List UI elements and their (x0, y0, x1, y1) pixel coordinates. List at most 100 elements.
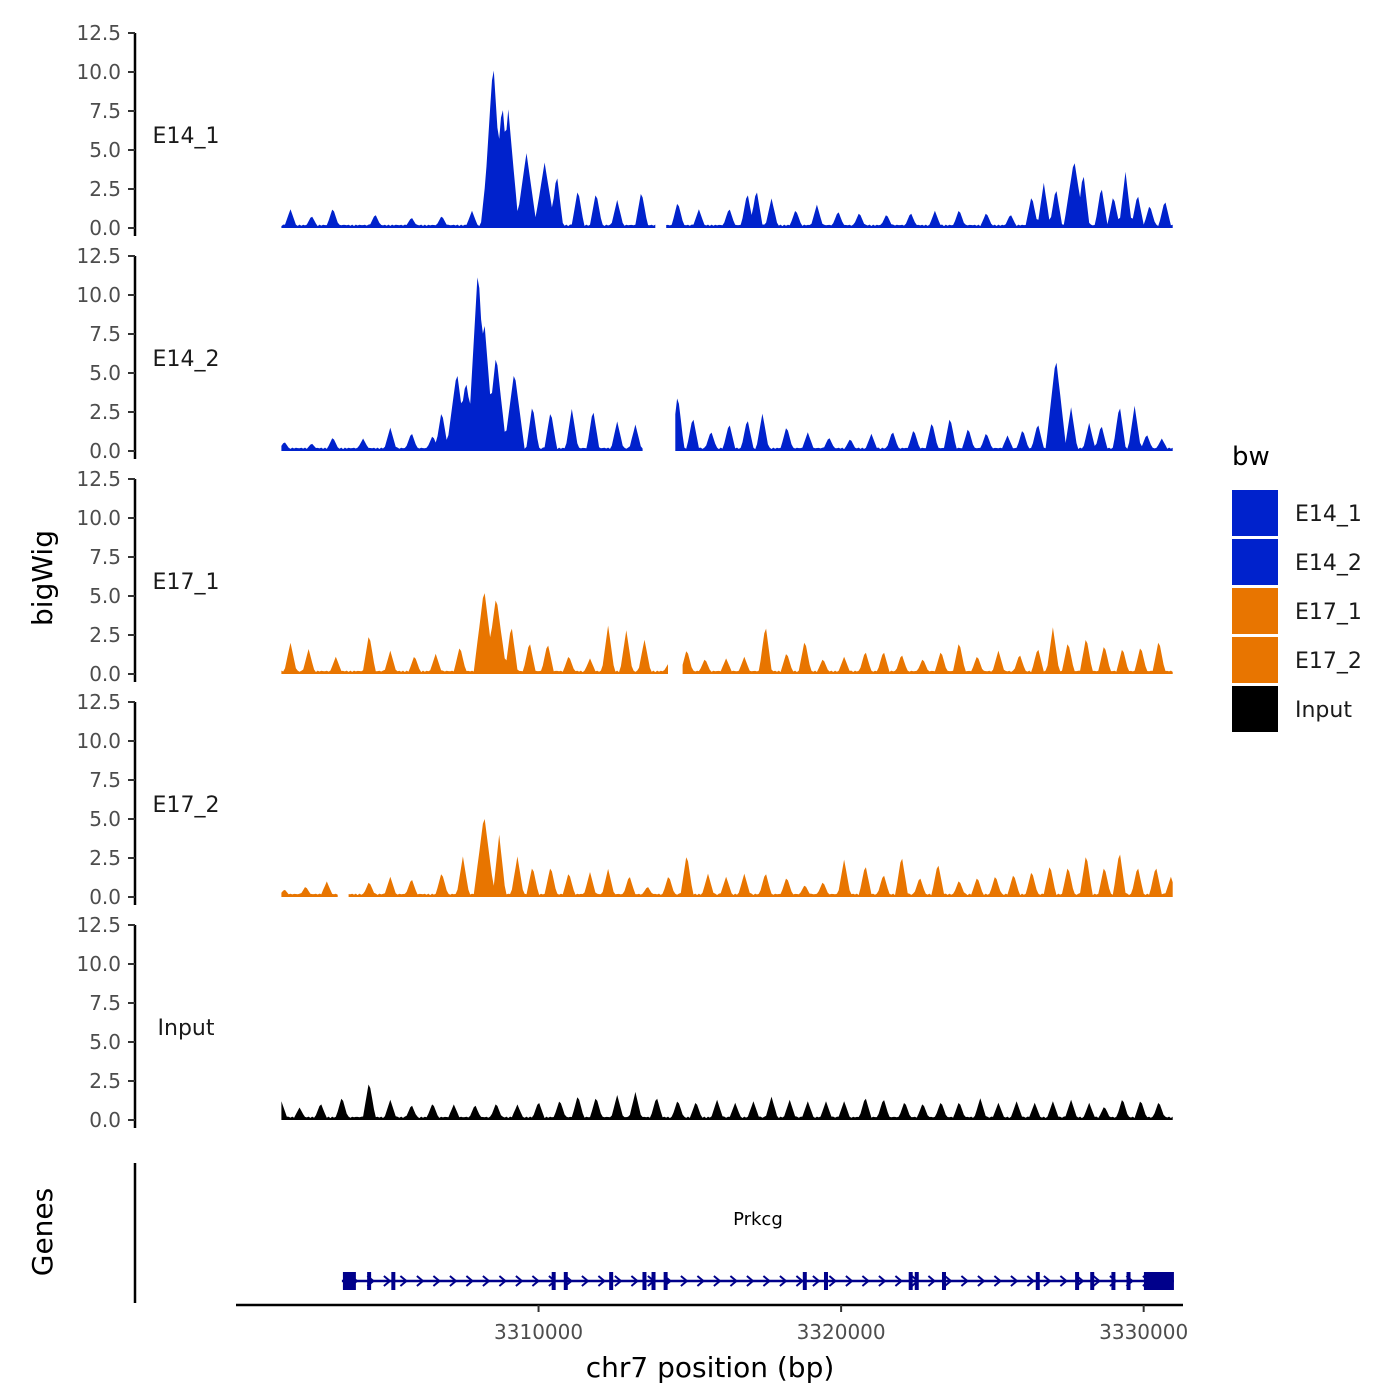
strand-arrow (993, 1275, 1002, 1287)
strand-arrow (927, 1275, 936, 1287)
strand-arrow (515, 1275, 524, 1287)
gene-exon (663, 1272, 668, 1290)
y-tick-label: 5.0 (89, 138, 121, 162)
gene-exon (367, 1272, 372, 1290)
gene-exon (802, 1272, 807, 1290)
gene-exon (1075, 1272, 1080, 1290)
y-tick-label: 2.5 (89, 623, 121, 647)
strand-arrow (449, 1275, 458, 1287)
gene-exon (391, 1272, 396, 1290)
gene-exon (941, 1272, 946, 1290)
y-tick-label: 2.5 (89, 400, 121, 424)
strand-arrow (729, 1275, 738, 1287)
y-tick-label: 12.5 (76, 21, 121, 45)
y-axis-title: bigWig (26, 530, 59, 626)
gene-exon (551, 1272, 556, 1290)
strand-arrow (482, 1275, 491, 1287)
y-tick-label: 2.5 (89, 846, 121, 870)
strand-arrow (465, 1275, 474, 1287)
genes-track: Genes Prkcg (26, 1163, 1174, 1303)
legend-swatch (1232, 539, 1278, 585)
strand-arrow (762, 1275, 771, 1287)
gene-exon (609, 1272, 614, 1290)
strand-arrow (944, 1275, 953, 1287)
strand-arrow (680, 1275, 689, 1287)
strand-arrow (894, 1275, 903, 1287)
y-tick-label: 12.5 (76, 913, 121, 937)
legend-label: E17_2 (1295, 649, 1362, 674)
signal-area-e17-1 (281, 593, 1173, 674)
gene-exon-utr-end (1143, 1272, 1174, 1290)
legend-label: E17_1 (1295, 600, 1362, 625)
y-tick-label: 0.0 (89, 439, 121, 463)
y-tick-label: 7.5 (89, 768, 121, 792)
strand-arrow (960, 1275, 969, 1287)
strand-arrow (746, 1275, 755, 1287)
y-tick-label: 0.0 (89, 662, 121, 686)
x-axis-title: chr7 position (bp) (586, 1351, 835, 1384)
gene-exon (1090, 1272, 1095, 1290)
gene-exon (642, 1272, 647, 1290)
strand-arrow (795, 1275, 804, 1287)
strand-arrow (614, 1275, 623, 1287)
strand-arrow (416, 1275, 425, 1287)
strand-arrow (1092, 1275, 1101, 1287)
y-tick-label: 10.0 (76, 60, 121, 84)
strand-arrow (581, 1275, 590, 1287)
strand-arrow (432, 1275, 441, 1287)
track-label: E17_2 (153, 793, 220, 818)
strand-arrow (597, 1275, 606, 1287)
y-tick-label: 5.0 (89, 361, 121, 385)
signal-area-e17-2 (281, 819, 1173, 897)
strand-arrow (779, 1275, 788, 1287)
y-tick-label: 10.0 (76, 729, 121, 753)
track-label: E17_1 (153, 570, 220, 595)
strand-arrow (498, 1275, 507, 1287)
strand-arrow (1059, 1275, 1068, 1287)
y-tick-label: 7.5 (89, 991, 121, 1015)
gene-exon (563, 1272, 568, 1290)
y-tick-label: 0.0 (89, 885, 121, 909)
x-axis: chr7 position (bp) 3310000 3320000 3330000 (236, 1303, 1188, 1384)
y-tick-label: 0.0 (89, 1108, 121, 1132)
y-tick-label: 7.5 (89, 545, 121, 569)
genes-track-label: Genes (26, 1188, 59, 1276)
legend-swatch (1232, 637, 1278, 683)
legend-swatch (1232, 588, 1278, 634)
y-tick-label: 10.0 (76, 283, 121, 307)
track-e17-2: 0.0 2.5 5.0 7.5 10.0 12.5 E17_2 (76, 690, 1173, 909)
y-tick-label: 7.5 (89, 99, 121, 123)
legend-label: E14_2 (1295, 551, 1362, 576)
gene-name-label: Prkcg (733, 1209, 783, 1230)
legend-title: bw (1232, 442, 1270, 472)
track-label: E14_1 (153, 124, 220, 149)
legend-swatch (1232, 686, 1278, 732)
x-tick-label: 3310000 (494, 1320, 583, 1344)
track-input: 0.0 2.5 5.0 7.5 10.0 12.5 Input (76, 913, 1173, 1132)
strand-arrow (878, 1275, 887, 1287)
signal-tracks: 0.0 2.5 5.0 7.5 10.0 12.5 E14_1 0.0 2.5 5.0 7.5 10.… (76, 21, 1173, 1132)
y-axis-title-group: bigWig (26, 530, 59, 626)
gene-exon (823, 1272, 828, 1290)
y-tick-label: 10.0 (76, 952, 121, 976)
y-tick-label: 2.5 (89, 1069, 121, 1093)
strand-arrow (828, 1275, 837, 1287)
y-tick-label: 0.0 (89, 216, 121, 240)
y-tick-label: 12.5 (76, 467, 121, 491)
strand-arrow (845, 1275, 854, 1287)
gene-exon (914, 1272, 919, 1290)
gene-exon (908, 1272, 913, 1290)
legend-swatch (1232, 490, 1278, 536)
track-e14-1: 0.0 2.5 5.0 7.5 10.0 12.5 E14_1 (76, 21, 1173, 240)
strand-arrow (1026, 1275, 1035, 1287)
legend-label: Input (1295, 698, 1352, 723)
strand-arrow (1043, 1275, 1052, 1287)
track-label: E14_2 (153, 347, 220, 372)
signal-area-e14-1 (281, 70, 1173, 228)
gene-model (341, 1272, 1174, 1290)
strand-arrow (713, 1275, 722, 1287)
y-tick-label: 5.0 (89, 1030, 121, 1054)
gene-exon (342, 1272, 347, 1290)
x-tick-label: 3330000 (1099, 1320, 1188, 1344)
